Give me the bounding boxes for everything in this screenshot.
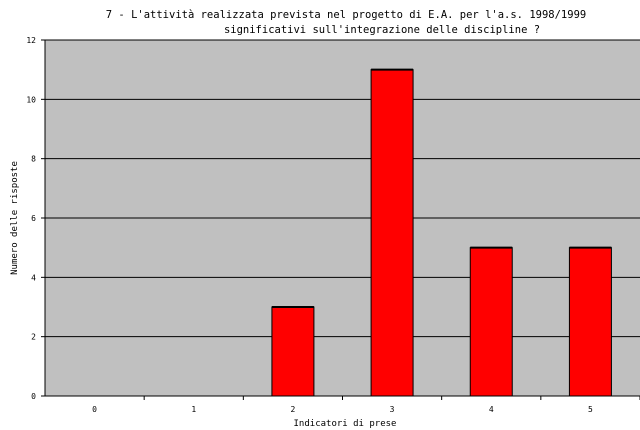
gridlines bbox=[45, 39, 640, 338]
chart-title-line-2: significativi sull'integrazione delle di… bbox=[224, 24, 540, 36]
x-tick-label: 3 bbox=[390, 405, 395, 414]
y-tick-label: 2 bbox=[31, 333, 36, 342]
bar-5 bbox=[568, 247, 612, 397]
x-tick-label: 2 bbox=[291, 405, 296, 414]
x-tick-label: 0 bbox=[92, 405, 97, 414]
y-tick-label: 6 bbox=[31, 214, 36, 223]
y-axis-label: Numero delle risposte bbox=[10, 161, 20, 275]
x-axis-ticks: 0 1 2 3 4 5 bbox=[92, 396, 640, 414]
chart-title-line-1: 7 - L'attività realizzata prevista nel p… bbox=[106, 9, 586, 21]
x-tick-label: 1 bbox=[191, 405, 196, 414]
x-tick-label: 5 bbox=[588, 405, 593, 414]
y-tick-label: 4 bbox=[31, 273, 36, 282]
y-tick-label: 8 bbox=[31, 155, 36, 164]
y-axis-ticks: 0 2 4 6 8 10 12 bbox=[26, 36, 45, 401]
bars bbox=[271, 68, 612, 397]
x-tick-label: 4 bbox=[489, 405, 494, 414]
bar-2 bbox=[271, 306, 315, 397]
bar-4 bbox=[469, 247, 513, 397]
y-tick-label: 0 bbox=[31, 392, 36, 401]
bar-3 bbox=[370, 69, 414, 397]
x-axis-label: Indicatori di prese bbox=[294, 419, 397, 429]
y-tick-label: 12 bbox=[26, 36, 36, 45]
y-tick-label: 10 bbox=[26, 95, 36, 104]
